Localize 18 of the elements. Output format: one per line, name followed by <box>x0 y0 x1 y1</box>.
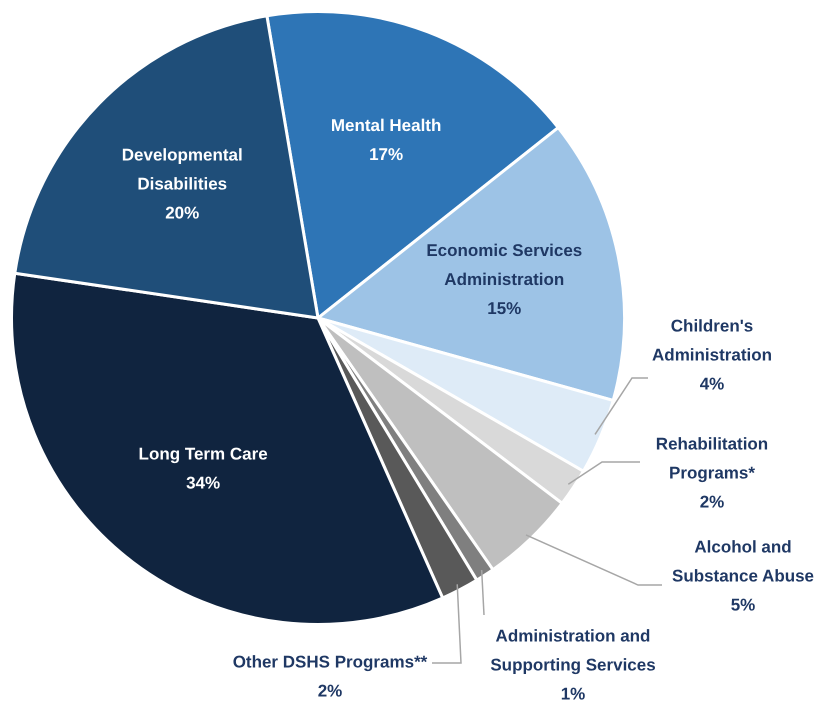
data-label: 1% <box>560 684 586 704</box>
data-label: 2% <box>318 682 342 701</box>
slice-label: Long Term Care <box>138 444 268 464</box>
data-label: 20% <box>165 204 200 223</box>
slice-label: Children's Administration <box>652 316 772 365</box>
slice-label: Administration and Supporting Services <box>490 626 656 675</box>
data-label: 17% <box>369 144 404 164</box>
data-label: 34% <box>186 474 220 493</box>
data-label: 5% <box>730 596 756 615</box>
slice-label: Rehabilitation Programs* <box>656 434 768 483</box>
slice-label: Other DSHS Programs** <box>232 652 428 672</box>
data-label: 15% <box>487 299 522 318</box>
slice-label: Alcohol and Substance Abuse <box>672 538 814 586</box>
slice-label: Economic Services Administration <box>426 241 582 290</box>
data-label: 2% <box>700 492 724 512</box>
data-label: 4% <box>700 374 724 394</box>
slice-label: Developmental Disabilities <box>122 146 243 194</box>
slice-label: Mental Health <box>330 116 442 135</box>
